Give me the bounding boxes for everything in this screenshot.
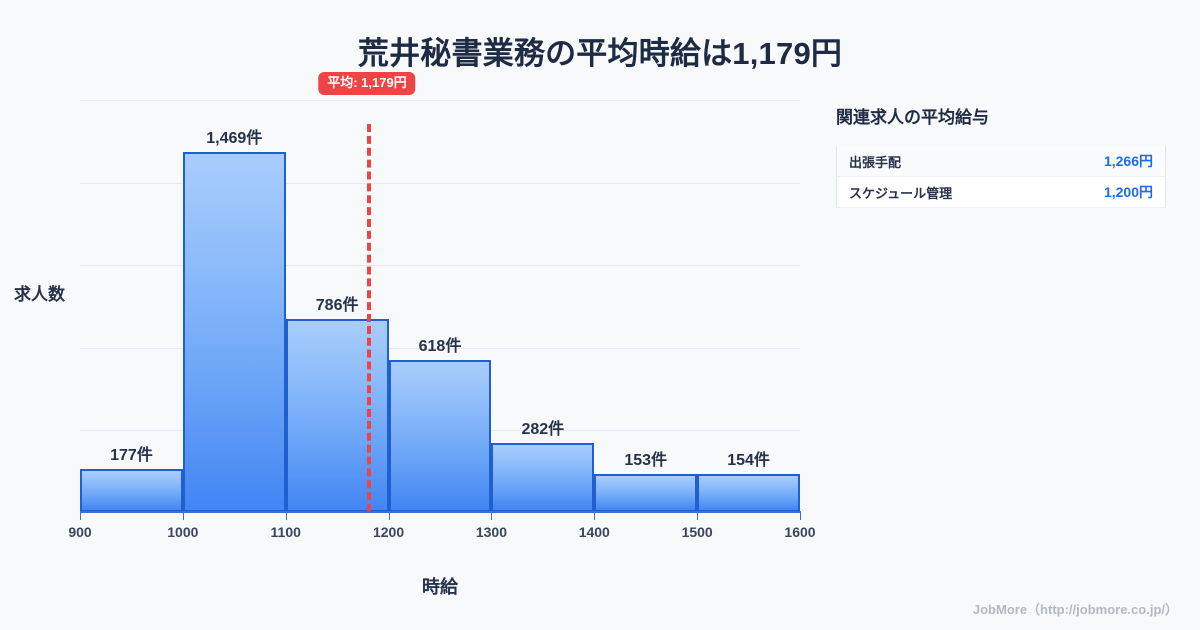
x-tick-label: 1300 — [475, 524, 507, 540]
gridline — [80, 183, 800, 184]
related-jobs-panel: 関連求人の平均給与 出張手配 1,266円スケジュール管理 1,200円 — [836, 103, 1166, 208]
bar-value-label: 154件 — [727, 452, 770, 470]
y-axis-title: 求人数 — [14, 285, 65, 304]
bar[interactable] — [594, 474, 698, 512]
related-job-name: スケジュール管理 — [849, 185, 953, 201]
mean-badge: 平均: 1,179円 — [318, 72, 416, 96]
bar-value-label: 153件 — [624, 452, 668, 470]
gridline — [80, 100, 800, 101]
x-tick-label: 1400 — [578, 524, 610, 540]
bar-value-label: 282件 — [521, 420, 565, 438]
page-title: 荒井秘書業務の平均時給は1,179円 — [357, 36, 843, 71]
x-axis-title: 時給 — [422, 577, 458, 597]
x-tick-mark — [80, 513, 81, 520]
bar[interactable] — [80, 468, 183, 512]
bar[interactable] — [697, 474, 800, 512]
bar-value-label: 177件 — [110, 446, 153, 464]
x-tick-mark — [388, 513, 390, 520]
x-tick-label: 1100 — [270, 524, 301, 540]
bar[interactable] — [285, 319, 389, 512]
x-tick-label: 1000 — [167, 524, 199, 540]
x-tick-mark — [800, 513, 801, 520]
mean-line — [366, 124, 371, 512]
bar[interactable] — [182, 151, 286, 512]
plot-area: 177件 1,469件 786件 618件 282件 153件 154件 平均: 1,179円 — [80, 72, 800, 512]
related-job-value: 1,200円 — [1103, 184, 1153, 200]
bar[interactable] — [491, 442, 595, 512]
table-row[interactable]: 出張手配 1,266円 — [837, 146, 1165, 177]
footer-credit: JobMore（http://jobmore.co.jp/） — [972, 602, 1178, 617]
related-jobs-title: 関連求人の平均給与 — [836, 108, 989, 127]
x-axis-line — [80, 511, 801, 513]
bar-value-label: 618件 — [418, 338, 462, 356]
x-tick-mark — [182, 513, 184, 520]
x-tick-label: 1500 — [681, 524, 713, 540]
related-jobs-table: 出張手配 1,266円スケジュール管理 1,200円 — [836, 146, 1166, 208]
table-row[interactable]: スケジュール管理 1,200円 — [837, 177, 1165, 208]
x-tick-mark — [285, 513, 287, 520]
bar[interactable] — [388, 360, 492, 512]
x-tick-label: 1200 — [372, 524, 405, 540]
related-job-value: 1,266円 — [1103, 153, 1153, 169]
x-tick-label: 900 — [68, 524, 92, 540]
gridline — [80, 348, 800, 349]
bar-value-label: 1,469件 — [206, 129, 263, 147]
x-tick-mark — [491, 513, 493, 520]
related-job-name: 出張手配 — [849, 154, 902, 170]
x-tick-mark — [697, 513, 699, 520]
x-tick-mark — [594, 513, 596, 520]
x-tick-label: 1600 — [784, 524, 816, 540]
gridline — [80, 265, 800, 266]
bar-value-label: 786件 — [315, 297, 359, 315]
